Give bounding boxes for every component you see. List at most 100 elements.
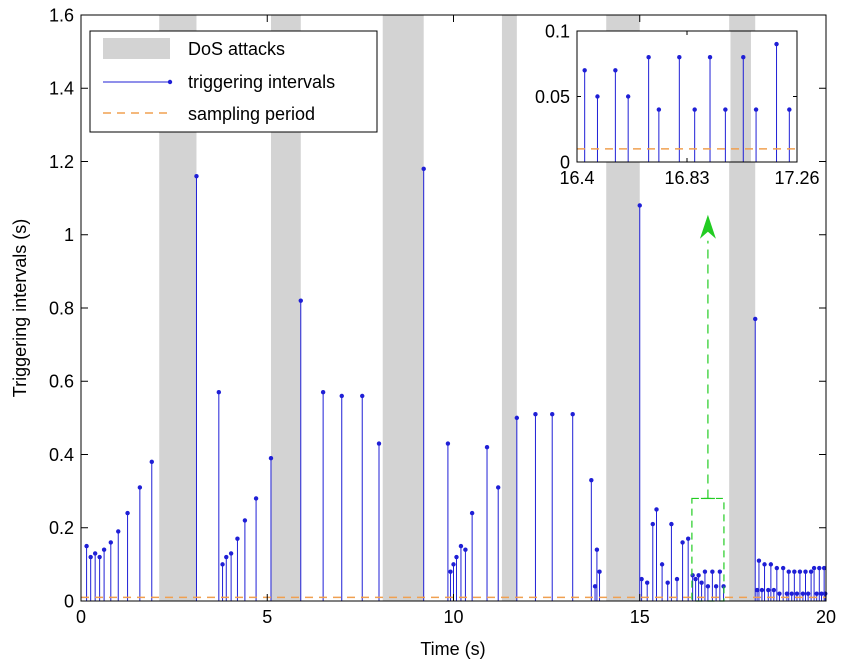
stem-marker-44 [645, 580, 650, 585]
inset-chart: 16.4 16.83 17.26 0 0.05 0.1 [535, 21, 820, 188]
stem-marker-49 [669, 521, 674, 527]
stem-marker-22 [360, 393, 365, 399]
stem-marker-36 [550, 412, 555, 417]
stem-marker-74 [784, 591, 790, 596]
stem-marker-51 [680, 540, 685, 545]
stem-marker-47 [659, 562, 665, 567]
stem-marker-32 [484, 444, 490, 450]
stem-marker-61 [717, 569, 723, 574]
stem-marker-7 [125, 510, 130, 516]
stem-marker-82 [805, 591, 811, 596]
stem-marker-17 [253, 496, 259, 501]
stem-marker-48 [665, 580, 670, 585]
stem-marker-76 [789, 591, 794, 596]
y-tick-label-5: 1 [64, 225, 74, 245]
stem-marker-75 [786, 569, 791, 574]
stem-marker-89 [823, 591, 828, 596]
inset-stem-marker-6 [677, 55, 682, 60]
stem-marker-66 [759, 587, 765, 593]
stem-marker-60 [713, 584, 719, 589]
stem-marker-45 [650, 521, 655, 527]
stem-marker-65 [756, 558, 762, 563]
inset-stem-marker-11 [753, 107, 759, 112]
stem-marker-43 [639, 576, 644, 582]
stem-marker-33 [496, 485, 501, 490]
y-tick-label-0: 0 [64, 591, 74, 611]
stem-marker-37 [570, 412, 575, 417]
inset-stem-marker-5 [656, 107, 662, 112]
stem-marker-68 [766, 587, 771, 593]
x-axis-label: Time (s) [420, 639, 485, 659]
stem-marker-83 [808, 569, 814, 574]
stem-marker-69 [768, 562, 774, 567]
stem-marker-77 [792, 569, 797, 574]
inset-stem-marker-9 [723, 107, 728, 112]
y-tick-label-2: 0.4 [49, 445, 74, 465]
stem-marker-28 [454, 554, 459, 560]
stem-marker-14 [228, 551, 234, 556]
y-axis-ticks: 0 0.2 0.4 0.6 0.8 1 1.2 1.4 1.6 [49, 5, 826, 611]
inset-stem-marker-13 [787, 107, 792, 112]
stem-marker-79 [797, 569, 803, 574]
stem-marker-27 [451, 562, 456, 567]
inset-stem-marker-12 [774, 41, 779, 47]
stem-marker-11 [216, 390, 222, 395]
legend-dos-swatch [103, 38, 170, 59]
stem-marker-63 [753, 316, 758, 322]
stem-marker-20 [320, 390, 326, 395]
inset-stem-marker-2 [613, 68, 618, 73]
x-tick-label-1: 5 [262, 607, 272, 627]
stem-marker-38 [589, 477, 594, 483]
stem-marker-25 [445, 441, 451, 446]
stem-marker-21 [339, 393, 344, 399]
stem-marker-80 [800, 591, 806, 596]
dos-band-2 [382, 15, 424, 601]
stem-marker-30 [463, 547, 468, 552]
stem-marker-62 [721, 584, 726, 589]
stem-marker-5 [108, 540, 114, 545]
y-tick-label-8: 1.6 [49, 5, 74, 25]
stem-marker-2 [92, 551, 98, 556]
stem-marker-6 [116, 529, 121, 534]
stem-marker-41 [592, 584, 598, 589]
stem-marker-55 [696, 573, 701, 578]
stem-marker-8 [137, 485, 143, 490]
stem-marker-35 [533, 412, 538, 417]
zoom-arrow-head [699, 214, 716, 239]
inset-y-ticks: 0 0.05 0.1 [535, 21, 797, 172]
stem-series [84, 166, 828, 601]
x-tick-label-0: 0 [76, 607, 86, 627]
stem-marker-23 [376, 441, 382, 446]
stem-marker-57 [702, 569, 708, 574]
inset-stem-marker-3 [625, 94, 631, 99]
inset-dos-shading [730, 31, 751, 162]
inset-stem-marker-4 [646, 55, 651, 60]
stem-marker-71 [774, 565, 780, 571]
inset-x-tick-label-0: 16.4 [559, 168, 594, 188]
x-tick-label-4: 20 [816, 607, 836, 627]
stem-marker-29 [458, 543, 464, 549]
y-axis-label: Triggering intervals (s) [10, 219, 30, 397]
stem-marker-0 [84, 543, 89, 549]
stem-marker-56 [699, 580, 704, 585]
inset-y-tick-label-1: 0.05 [535, 87, 570, 107]
stem-marker-73 [780, 565, 786, 571]
stem-marker-34 [514, 415, 520, 421]
stem-marker-42 [637, 203, 642, 208]
stem-marker-70 [771, 587, 777, 593]
stem-marker-10 [194, 173, 199, 179]
stem-marker-24 [421, 166, 426, 172]
inset-stem-marker-1 [595, 94, 600, 99]
legend-stem-marker [167, 79, 173, 85]
y-tick-label-3: 0.6 [49, 372, 74, 392]
inset-x-tick-label-2: 17.26 [774, 168, 819, 188]
stem-marker-72 [777, 591, 782, 596]
stem-marker-88 [821, 565, 827, 571]
stem-marker-16 [242, 518, 248, 523]
legend-sampling-label: sampling period [188, 104, 315, 124]
stem-marker-54 [693, 576, 698, 582]
dos-band-3 [501, 15, 517, 601]
stem-marker-58 [705, 584, 711, 589]
stem-marker-40 [597, 569, 602, 574]
